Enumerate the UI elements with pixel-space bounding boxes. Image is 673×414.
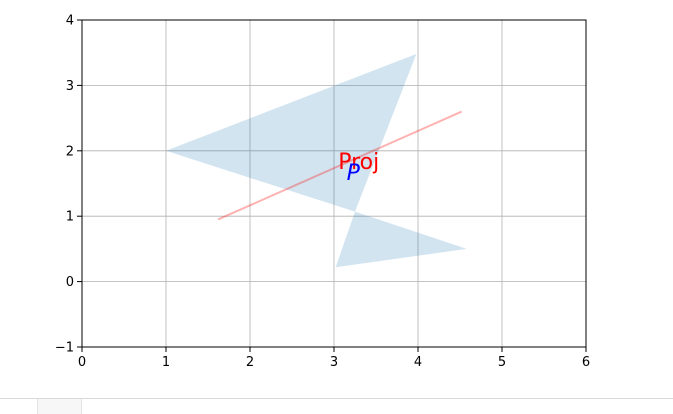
line-layer (217, 110, 463, 221)
annotation-proj: Proj (338, 150, 379, 175)
x-tick-label-1: 1 (162, 355, 170, 370)
annotation-p: P (347, 161, 361, 186)
x-tick-label-5: 5 (498, 355, 506, 370)
polygon-1 (166, 54, 417, 212)
y-tick-label-5: 4 (66, 14, 74, 29)
y-tick-label-0: −1 (55, 341, 74, 356)
x-tick-label-3: 3 (330, 355, 338, 370)
output-area-divider (0, 398, 673, 414)
x-tick-label-2: 2 (246, 355, 254, 370)
polygon-layer (166, 54, 467, 268)
y-tick-label-4: 3 (66, 79, 74, 94)
polygon-2 (335, 211, 467, 268)
y-tick-label-3: 2 (66, 144, 74, 159)
y-tick-label-1: 0 (66, 275, 74, 290)
ticks: 0 1 2 3 4 5 6 −1 0 1 2 3 4 (55, 14, 590, 371)
y-tick-label-2: 1 (66, 210, 74, 225)
cell-prompt-gutter (37, 399, 82, 414)
x-tick-label-4: 4 (414, 355, 422, 370)
projection-line-1 (217, 110, 463, 221)
x-tick-label-0: 0 (78, 355, 86, 370)
x-tick-label-6: 6 (582, 355, 590, 370)
